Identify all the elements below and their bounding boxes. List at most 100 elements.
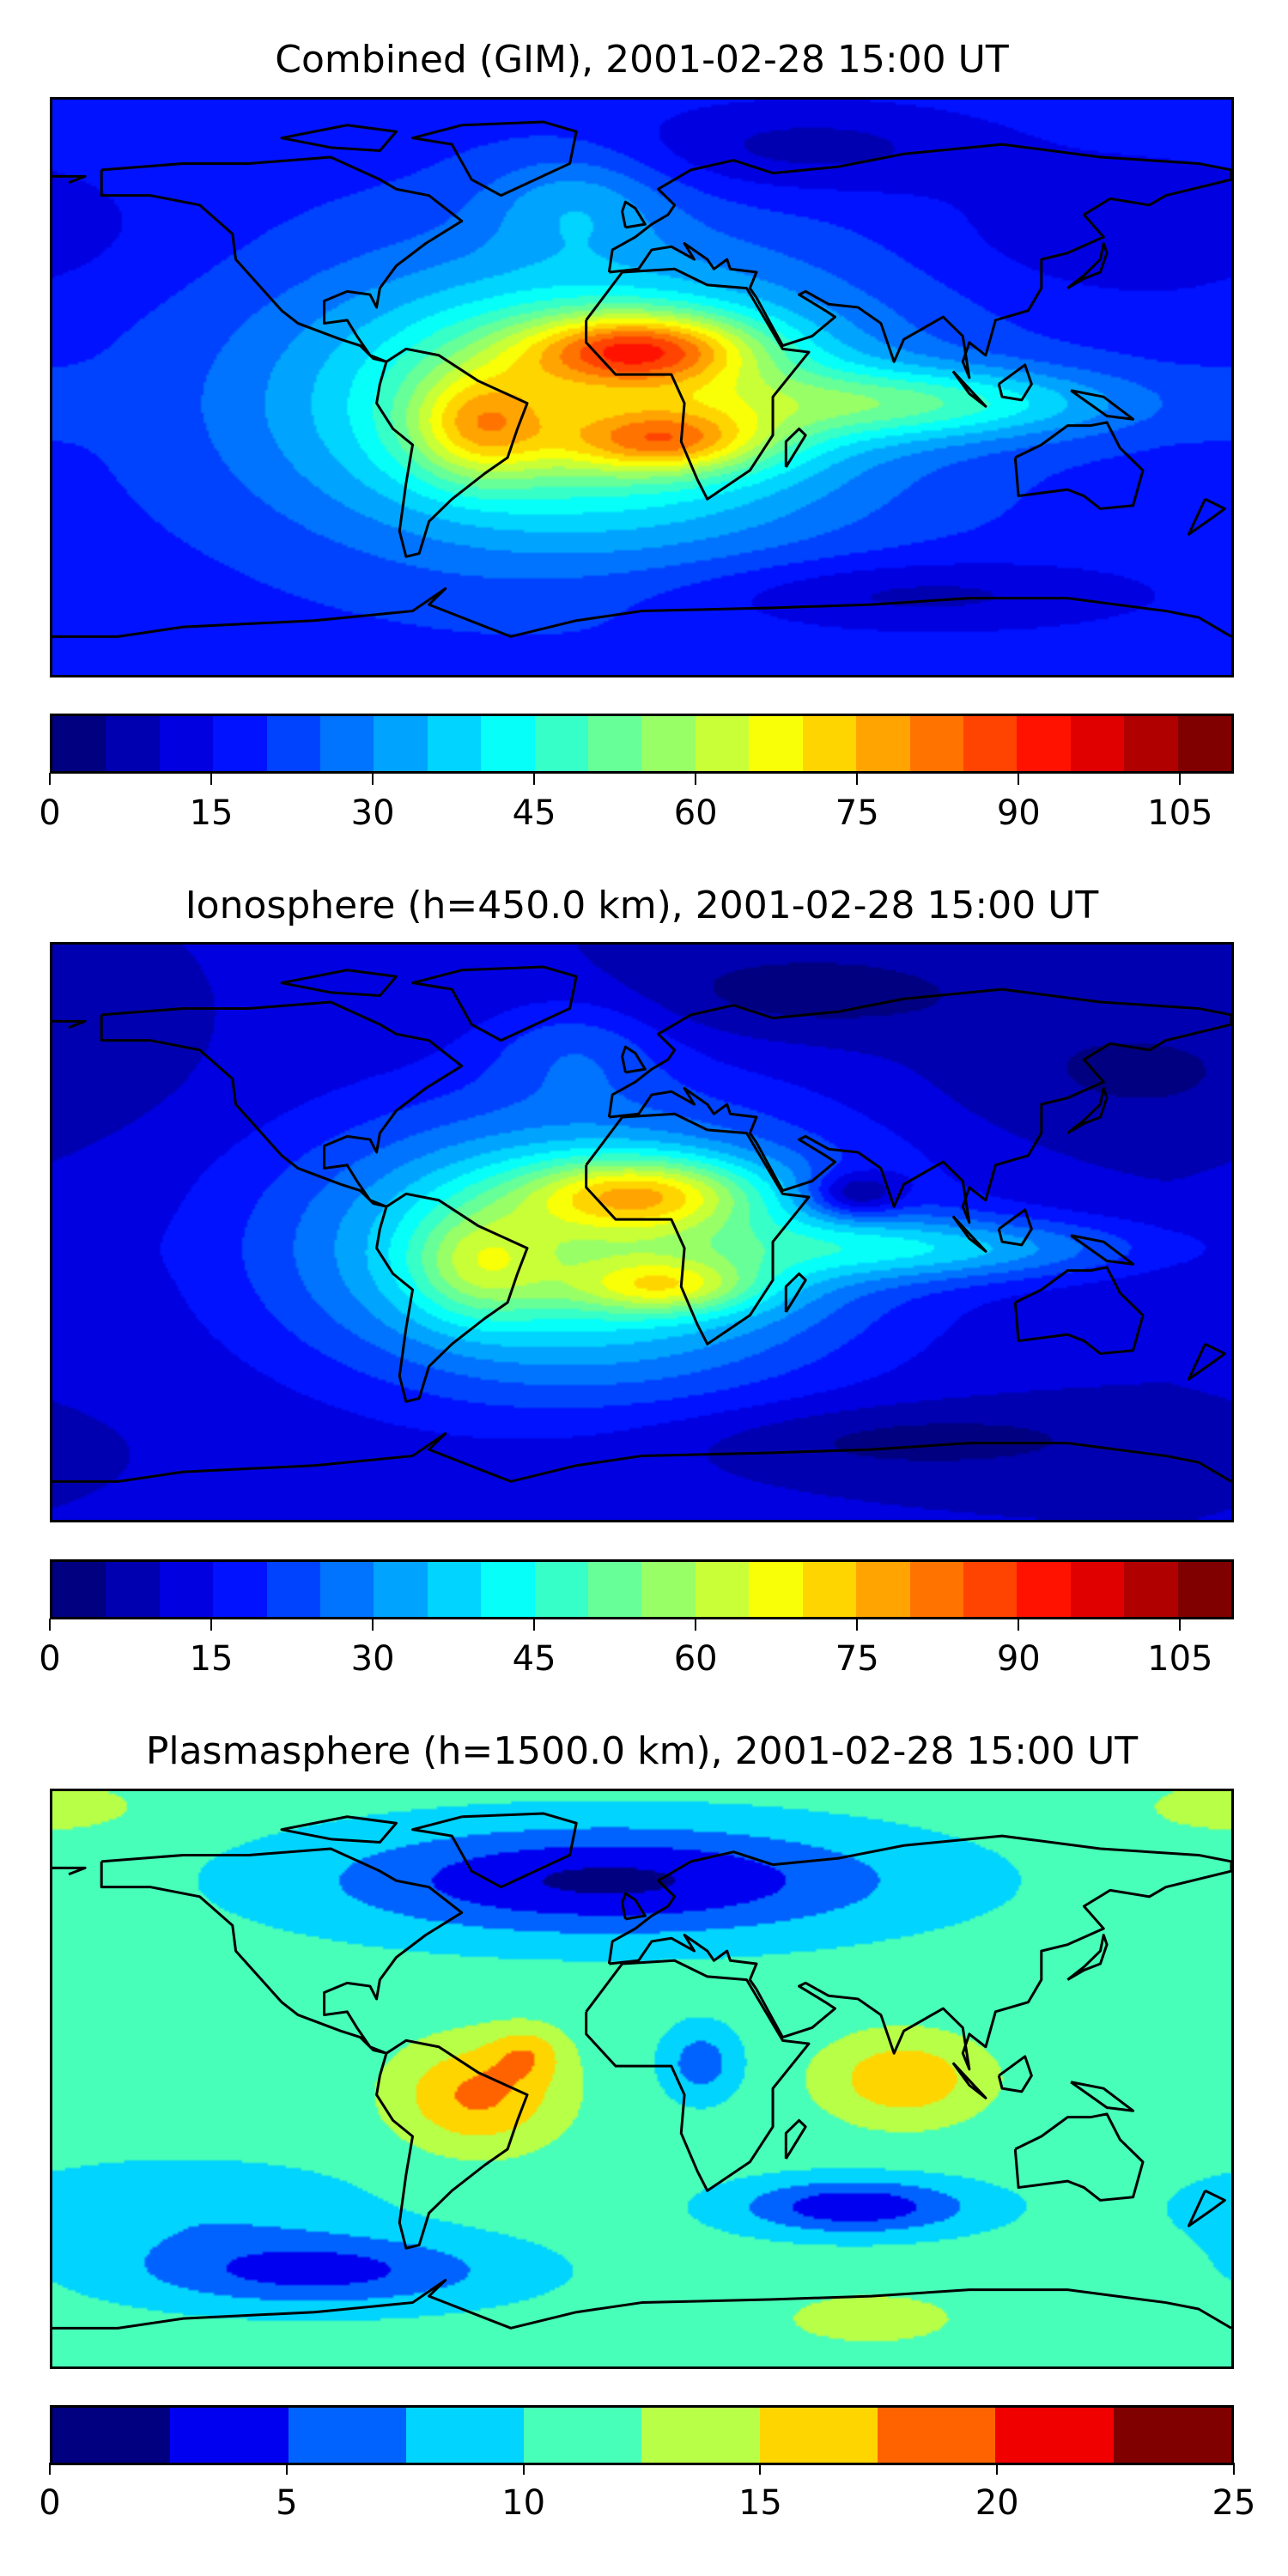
colorbar-cell (534, 1562, 589, 1617)
colorbar-cell (641, 1562, 696, 1617)
coastline (786, 428, 805, 467)
coastline (1188, 2190, 1224, 2226)
colorbar-tick-label: 0 (39, 2483, 61, 2523)
colorbar-cell (159, 716, 214, 771)
contour-map (50, 1789, 1234, 2369)
colorbar-tick (210, 1619, 213, 1631)
colorbar-cell (405, 2408, 525, 2463)
coastline (586, 269, 809, 499)
coastline (413, 122, 577, 196)
colorbar-tick-label: 90 (996, 793, 1041, 833)
coastline (413, 1814, 577, 1887)
colorbar-cell (588, 1562, 642, 1617)
colorbar-tick (1233, 2463, 1235, 2475)
contour-fill (52, 100, 1231, 675)
colorbar-cell (909, 716, 963, 771)
coastline (52, 1021, 85, 1027)
colorbar-cell (106, 1562, 160, 1617)
contour-map (50, 942, 1234, 1522)
colorbar-tick-label: 25 (1212, 2483, 1256, 2523)
colorbar-cell (963, 1562, 1018, 1617)
coastline (52, 589, 1231, 637)
coastline (1071, 2082, 1133, 2111)
colorbar-tick-label: 5 (276, 2483, 298, 2523)
colorbar-tick-label: 20 (975, 2483, 1019, 2523)
colorbar-cell (213, 716, 267, 771)
coastline (52, 1434, 1231, 1482)
colorbar-tick-label: 15 (189, 793, 234, 833)
coastline (1188, 499, 1224, 534)
colorbar-cell (1124, 1562, 1178, 1617)
colorbar-tick (522, 2463, 525, 2475)
colorbar-tick (996, 2463, 999, 2475)
colorbar-tick (210, 773, 213, 785)
colorbar-cell (878, 2408, 996, 2463)
colorbar-tick (695, 773, 697, 785)
colorbar-cell (374, 716, 428, 771)
colorbar-cell (481, 1562, 535, 1617)
colorbar-tick-label: 45 (512, 1639, 556, 1679)
coastline (786, 1273, 805, 1312)
colorbar-tick-label: 30 (350, 793, 395, 833)
colorbar-cell (641, 2408, 760, 2463)
colorbar-cell (759, 2408, 878, 2463)
coastline (377, 1194, 527, 1401)
chart-title: Ionosphere (h=450.0 km), 2001-02-28 15:0… (185, 884, 1099, 927)
contour-map (50, 97, 1234, 677)
colorbar-cell (288, 2408, 406, 2463)
colorbar-cell (1017, 1562, 1071, 1617)
colorbar-cell (588, 716, 642, 771)
colorbar (50, 2405, 1234, 2465)
coastlines (52, 1791, 1231, 2366)
colorbar-tick-label: 0 (39, 793, 61, 833)
colorbar-cell (856, 716, 910, 771)
coastline (586, 1960, 809, 2190)
colorbar-cell (1113, 2408, 1231, 2463)
colorbar-cell (1124, 716, 1178, 771)
colorbar-cell (802, 1562, 857, 1617)
colorbar-cell (695, 716, 750, 771)
colorbar-cell (695, 1562, 750, 1617)
colorbar-tick (1179, 1619, 1182, 1631)
colorbar-tick (1018, 1619, 1020, 1631)
chart-title: Combined (GIM), 2001-02-28 15:00 UT (275, 38, 1009, 82)
colorbar (50, 714, 1234, 774)
colorbar-cell (266, 716, 321, 771)
colorbar-cell (909, 1562, 963, 1617)
colorbar-tick-label: 10 (501, 2483, 546, 2523)
coastline (953, 1216, 986, 1251)
colorbar-tick-label: 60 (673, 1639, 718, 1679)
coastline (586, 1114, 809, 1344)
colorbar-cell (52, 2408, 171, 2463)
colorbar-tick (533, 1619, 536, 1631)
colorbar-tick-label: 15 (189, 1639, 234, 1679)
coastline (52, 1868, 85, 1874)
colorbar-tick-label: 60 (673, 793, 718, 833)
colorbar-tick-label: 30 (350, 1639, 395, 1679)
coastlines (52, 100, 1231, 675)
colorbar-tick-label: 15 (738, 2483, 782, 2523)
colorbar-cell (159, 1562, 214, 1617)
coastline (52, 2281, 1231, 2329)
colorbar-cell (106, 716, 160, 771)
coastline (623, 202, 646, 228)
colorbar-tick (49, 773, 51, 785)
colorbar-tick (533, 773, 536, 785)
coastline (1071, 391, 1133, 420)
colorbar-cell (1177, 716, 1231, 771)
colorbar-tick (856, 773, 859, 785)
coastline (377, 349, 527, 556)
colorbar-cell (481, 716, 535, 771)
coastline (1015, 2114, 1143, 2201)
coastline (953, 2063, 986, 2098)
colorbar-cell (963, 716, 1018, 771)
colorbar-tick (49, 2463, 51, 2475)
colorbar-cell (320, 1562, 374, 1617)
colorbar-tick (372, 1619, 374, 1631)
coastline (1067, 244, 1107, 289)
coastline (999, 2057, 1031, 2092)
colorbar-cell (213, 1562, 267, 1617)
colorbar-tick-label: 75 (835, 1639, 879, 1679)
colorbar-cell (749, 716, 803, 771)
coastline (609, 1836, 1231, 2069)
